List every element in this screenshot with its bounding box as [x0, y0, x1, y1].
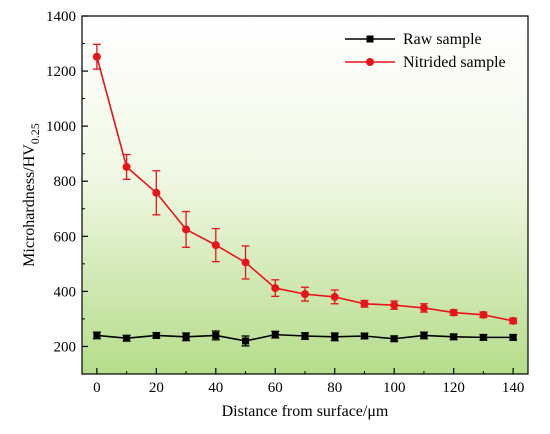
series-nitrided-sample: [92, 43, 518, 325]
x-tick-label: 80: [327, 380, 342, 396]
data-point: [509, 316, 518, 325]
y-axis-title: Microhardness/HV0.25: [21, 123, 42, 267]
x-tick-label: 100: [383, 380, 406, 396]
data-point: [390, 335, 398, 343]
y-axis-ticks: 200 400 600 800 1000 1200 1400: [46, 9, 88, 375]
data-point: [479, 310, 488, 319]
data-point: [123, 334, 131, 342]
data-point: [152, 188, 161, 197]
legend-item: Raw sample: [345, 31, 482, 48]
data-point: [449, 308, 458, 317]
series-raw-sample: [92, 330, 518, 347]
data-point: [450, 333, 458, 341]
data-point: [479, 333, 487, 341]
x-tick-label: 60: [268, 380, 283, 396]
data-point: [301, 332, 309, 340]
data-point: [509, 333, 517, 341]
data-point: [152, 331, 160, 339]
data-point: [242, 337, 250, 345]
data-point: [390, 301, 399, 310]
y-axis-title-subscript: 0.25: [28, 123, 42, 144]
series-layer: [92, 43, 518, 347]
x-tick-label: 140: [502, 380, 525, 396]
data-point: [331, 333, 339, 341]
data-point: [93, 331, 101, 339]
data-point: [182, 225, 191, 234]
data-point: [330, 292, 339, 301]
data-point: [420, 331, 428, 339]
legend-marker: [366, 58, 374, 66]
y-tick-label: 800: [54, 174, 77, 190]
data-point: [92, 52, 101, 61]
legend-label: Raw sample: [403, 31, 482, 48]
y-tick-label: 1200: [46, 64, 76, 80]
data-point: [360, 332, 368, 340]
x-tick-label: 40: [208, 380, 223, 396]
legend-item: Nitrided sample: [345, 54, 506, 71]
y-tick-label: 1000: [46, 119, 76, 135]
legend-marker: [366, 35, 374, 43]
x-axis-title: Distance from surface/μm: [222, 403, 389, 420]
y-tick-label: 400: [54, 284, 77, 300]
data-point: [271, 331, 279, 339]
x-tick-label: 0: [93, 380, 101, 396]
legend-label: Nitrided sample: [403, 54, 506, 71]
data-point: [211, 241, 220, 250]
y-axis-title-main: Microhardness/HV: [21, 144, 38, 267]
data-point: [122, 162, 131, 171]
data-point: [271, 284, 280, 293]
data-point: [241, 258, 250, 267]
data-point: [182, 333, 190, 341]
data-point: [360, 299, 369, 308]
x-axis-ticks: 0 20 40 60 80 100 120 140: [93, 368, 524, 396]
legend: Raw sample Nitrided sample: [345, 31, 506, 71]
y-tick-label: 600: [54, 229, 77, 245]
x-tick-label: 20: [149, 380, 164, 396]
y-tick-label: 1400: [46, 9, 76, 25]
y-tick-label: 200: [54, 339, 77, 355]
data-point: [419, 303, 428, 312]
data-point: [212, 331, 220, 339]
x-tick-label: 120: [442, 380, 465, 396]
data-point: [301, 290, 309, 299]
